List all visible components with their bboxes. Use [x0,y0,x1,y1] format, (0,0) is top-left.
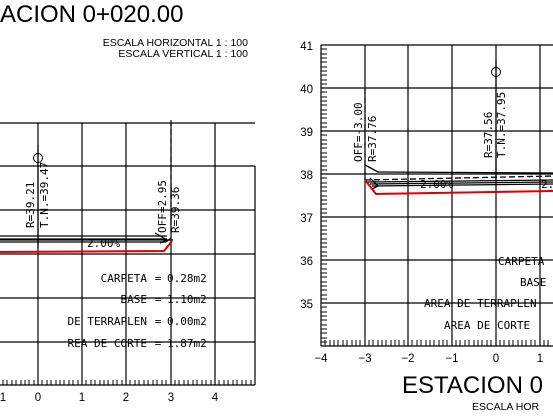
right-label-off: OFF=-3.00 [352,102,365,162]
right-slope-label-cut: 2. [541,178,553,191]
right-subgrade-line [364,179,553,196]
left-x-tick-label: 1 [79,392,85,404]
right-label-tn: T.N.=37.95 [495,92,508,158]
left-subgrade-line [0,240,173,253]
right-x-tick-label: −4 [314,353,328,365]
right-pavement-lines [364,164,553,190]
right-x-tick-label: −3 [358,353,371,365]
left-qty-value: 1.10m2 [167,293,207,306]
left-qty-value: 1.87m2 [167,337,207,350]
left-scale-vertical: ESCALA VERTICAL 1 : 100 [118,48,248,60]
left-label-r-edge: R=39.36 [169,187,182,233]
right-x-tick-label: 0 [493,353,499,365]
right-qty-label: CARPETA [498,255,545,268]
right-x-axis-minor-ticks [324,340,549,346]
right-y-tick-label: 37 [300,213,313,225]
right-y-tick-label: 35 [300,299,313,311]
left-qty-label: CARPETA [101,272,148,285]
left-label-off: OFF=2.95 [156,180,169,233]
right-centerline-symbol [491,67,501,77]
left-qty-equals: = [155,293,162,306]
right-x-tick-label: 1 [537,353,543,365]
left-quantities: CARPETA = 0.28m2 BASE = 1.10m2 DE TERRAP… [68,272,207,350]
right-station-title: ESTACION 0 [402,372,543,399]
left-qty-value: 0.00m2 [167,315,207,328]
left-centerline-symbol [33,153,43,163]
right-x-tick-label: −2 [401,353,414,365]
left-qty-label: REA DE CORTE [68,337,147,350]
left-qty-equals: = [155,272,162,285]
left-label-r-center: R=39.21 [24,182,37,228]
right-slope-label: 2.00% [420,178,453,191]
right-label-r-edge: R=37.76 [366,116,379,162]
right-y-axis-minor-ticks [321,48,327,343]
left-pavement-lines [0,232,173,244]
left-qty-value: 0.28m2 [167,272,207,285]
left-qty-label: BASE [121,293,148,306]
left-qty-equals: = [155,315,162,328]
right-section: 41 40 39 38 37 36 35 −4 −3 −2 −1 0 1 OFF… [300,41,553,416]
left-qty-label: DE TERRAPLEN [68,315,147,328]
left-x-tick-label: 1 [0,392,6,404]
right-title-clip [470,412,553,416]
right-x-tick-label: −1 [445,353,458,365]
right-y-tick-label: 41 [300,41,313,53]
left-qty-equals: = [155,337,162,350]
right-label-r-center: R=37.56 [482,112,495,158]
right-y-tick-label: 40 [300,84,313,96]
left-label-tn: T.N.=39.47 [38,162,51,228]
left-grid [0,122,256,386]
right-qty-label: AREA DE CORTE [444,319,530,332]
right-y-tick-label: 36 [300,256,313,268]
left-slope-label: 2.00% [87,237,120,250]
right-y-tick-label: 39 [300,127,313,139]
left-axis-minor-ticks [2,380,252,385]
left-station-title: ACION 0+020.00 [0,1,183,28]
left-scale-horizontal: ESCALA HORIZONTAL 1 : 100 [103,37,248,49]
left-x-tick-label: 2 [123,392,129,404]
right-y-tick-label: 38 [300,170,313,182]
left-x-tick-label: 0 [35,392,41,404]
left-section: ACION 0+020.00 ESCALA HORIZONTAL 1 : 100… [0,1,256,404]
right-qty-label: AREA DE TERRAPLEN [424,297,537,310]
right-quantities: CARPETA BASE AREA DE TERRAPLEN AREA DE C… [424,255,547,332]
left-x-tick-label: 3 [168,392,174,404]
right-scale-horizontal: ESCALA HOR [472,401,540,413]
left-x-tick-label: 4 [212,392,219,404]
right-qty-label: BASE [520,276,547,289]
